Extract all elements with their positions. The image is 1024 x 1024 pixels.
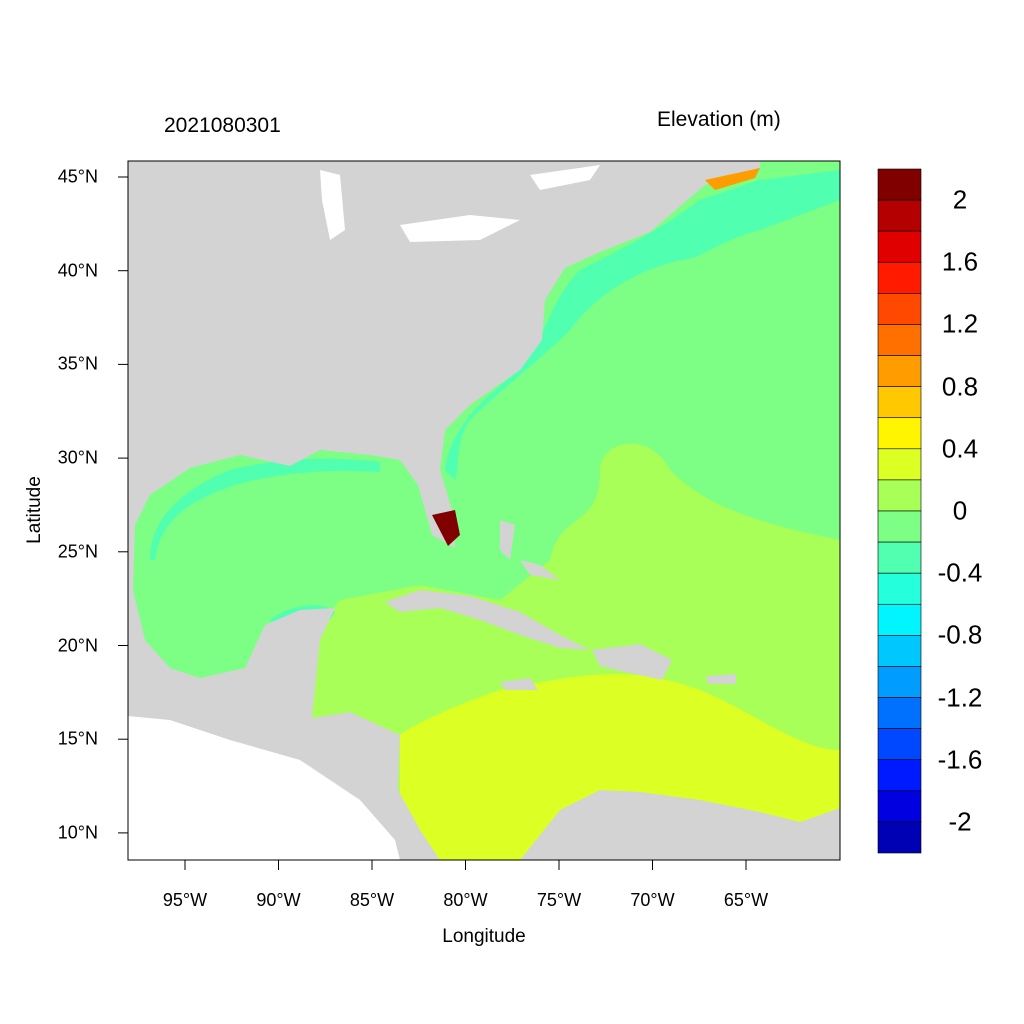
land-jamaica [500,678,538,690]
land-north-america [128,161,760,860]
colorbar-swatch [877,448,922,481]
great-lakes [320,165,600,242]
land-cuba [385,590,590,650]
land-puerto-rico [706,674,736,684]
colorbar-swatch [877,759,922,792]
colorbar-swatch [877,261,922,294]
colorbar-swatch [877,324,922,356]
colorbar-swatch [877,697,922,729]
pacific-nodata [128,716,400,860]
colorbar-swatch [877,199,922,232]
x-axis-title: Longitude [442,926,526,947]
colorbar-swatch [877,168,922,201]
land-bahamas [500,520,560,580]
date-title: 2021080301 [164,114,281,137]
colorbar [877,168,922,854]
plot-frame [127,160,841,861]
colorbar-swatch [877,230,922,263]
colorbar-swatch [877,572,922,605]
colorbar-swatch [877,386,922,419]
maine-high-water [705,168,760,190]
colorbar-swatch [877,603,922,636]
field-region-east-coast [445,170,840,480]
colorbar-swatch [877,417,922,450]
colorbar-swatch [877,728,922,761]
land-south-america [520,790,840,860]
land-hispaniola [592,644,672,680]
variable-title: Elevation (m) [657,108,781,131]
colorbar-swatch [877,510,922,543]
colorbar-swatch [877,293,922,325]
colorbar-swatch [877,541,922,574]
axis-ticks [118,176,747,870]
field-region-gulf-coast [150,458,380,560]
colorbar-swatch [877,635,922,667]
florida-high-water [432,510,460,546]
y-axis-title: Latitude [24,476,45,544]
colorbar-swatch [877,355,922,387]
colorbar-swatch [877,790,922,823]
colorbar-swatch [877,666,922,698]
colorbar-swatch [877,479,922,512]
colorbar-swatch [877,821,922,854]
